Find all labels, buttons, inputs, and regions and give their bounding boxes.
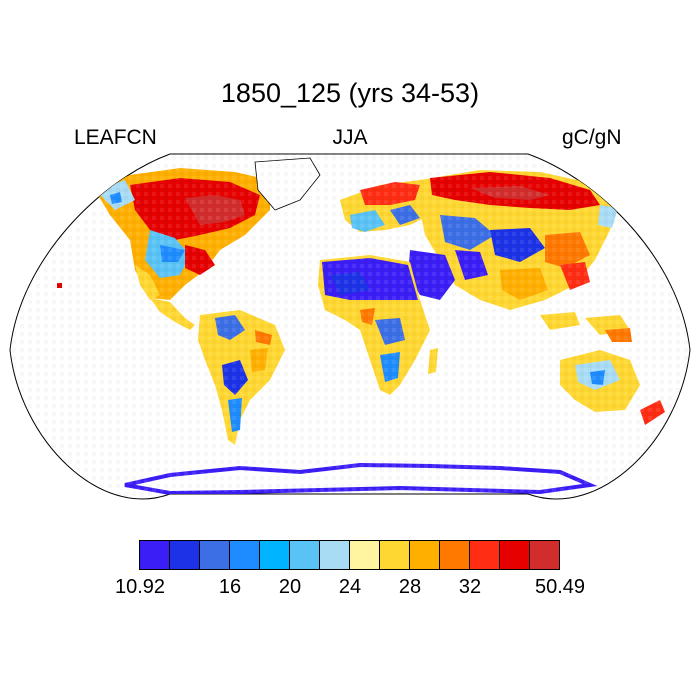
variable-label: LEAFCN: [74, 126, 157, 149]
colorbar-box-12: [499, 540, 530, 570]
colorbar-tick-label: 10.92: [114, 576, 166, 598]
units-label: gC/gN: [562, 126, 622, 149]
colorbar-box-13: [529, 540, 560, 570]
colorbar-box-0: [139, 540, 170, 570]
colorbar-box-5: [289, 540, 320, 570]
colorbar-box-9: [409, 540, 440, 570]
season-label: JJA: [332, 126, 368, 149]
colorbar-tick-label: 16: [218, 576, 242, 598]
colorbar-tick-label: 28: [398, 576, 422, 598]
colorbar: [139, 540, 560, 570]
colorbar-tick-label: 20: [278, 576, 302, 598]
colorbar-tick-label: 50.49: [534, 576, 586, 598]
colorbar-tick-label: 24: [338, 576, 362, 598]
colorbar-box-2: [199, 540, 230, 570]
map-title: 1850_125 (yrs 34-53): [220, 78, 480, 108]
colorbar-box-1: [169, 540, 200, 570]
colorbar-box-4: [259, 540, 290, 570]
colorbar-tick-label: 32: [458, 576, 482, 598]
colorbar-box-10: [439, 540, 470, 570]
colorbar-box-11: [469, 540, 500, 570]
colorbar-box-6: [319, 540, 350, 570]
colorbar-box-7: [349, 540, 380, 570]
colorbar-box-8: [379, 540, 410, 570]
colorbar-box-3: [229, 540, 260, 570]
